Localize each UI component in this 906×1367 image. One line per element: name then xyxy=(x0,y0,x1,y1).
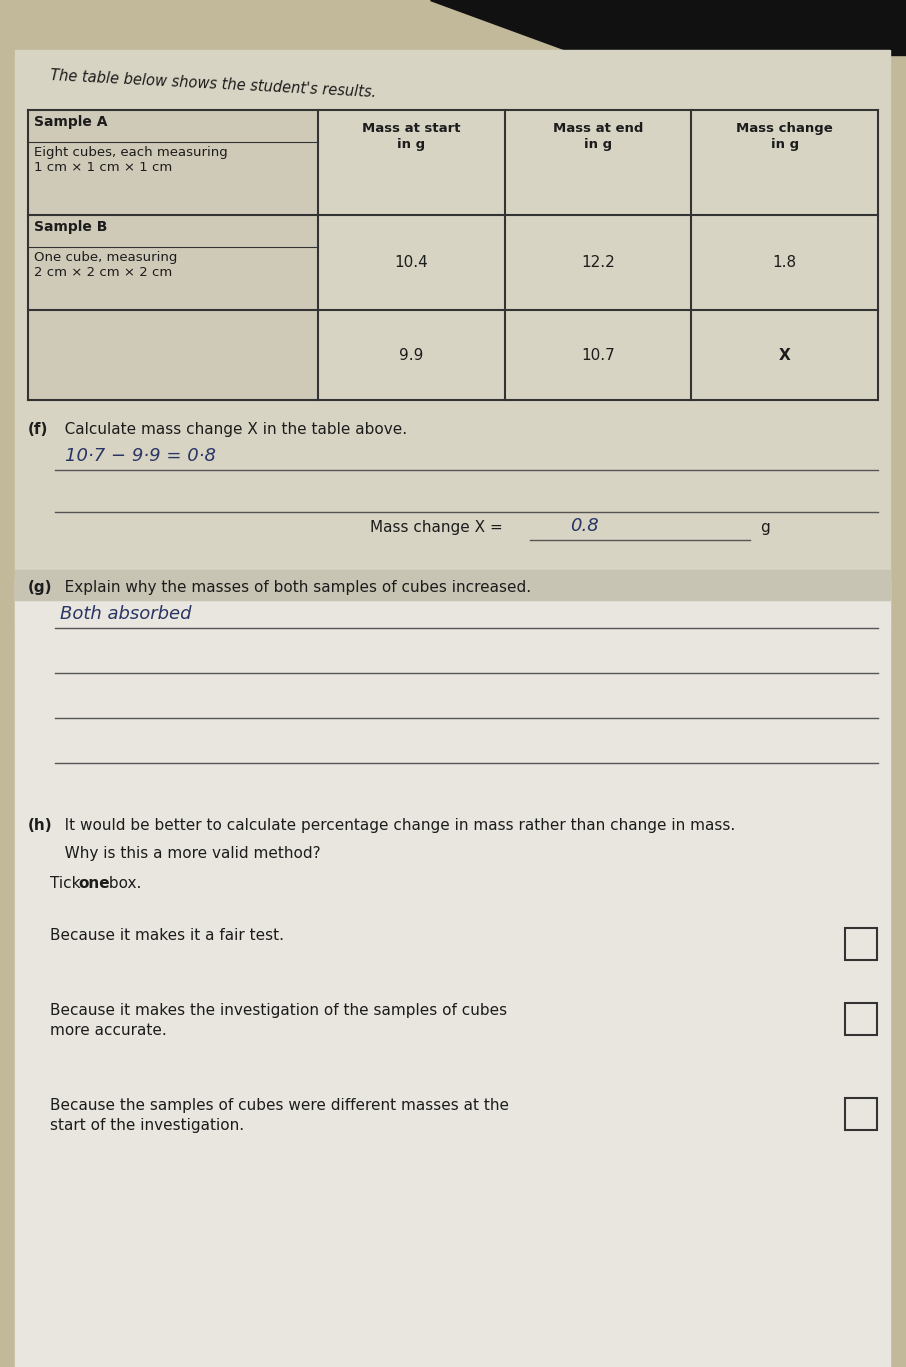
Text: (f): (f) xyxy=(28,422,48,437)
Text: Why is this a more valid method?: Why is this a more valid method? xyxy=(50,846,321,861)
Text: 1.8: 1.8 xyxy=(773,256,796,271)
Text: 10.7: 10.7 xyxy=(581,347,615,362)
Text: It would be better to calculate percentage change in mass rather than change in : It would be better to calculate percenta… xyxy=(50,817,736,833)
Text: Explain why the masses of both samples of cubes increased.: Explain why the masses of both samples o… xyxy=(50,580,531,595)
Text: The table below shows the student's results.: The table below shows the student's resu… xyxy=(50,68,377,100)
Text: Because it makes the investigation of the samples of cubes: Because it makes the investigation of th… xyxy=(50,1003,507,1018)
Bar xyxy=(845,1098,877,1131)
Text: box.: box. xyxy=(104,876,141,891)
Bar xyxy=(28,109,318,401)
Text: Tick: Tick xyxy=(50,876,85,891)
Text: in g: in g xyxy=(771,138,799,150)
Bar xyxy=(15,570,890,600)
Text: Mass at end: Mass at end xyxy=(553,122,643,135)
Text: one: one xyxy=(78,876,110,891)
Text: One cube, measuring
2 cm × 2 cm × 2 cm: One cube, measuring 2 cm × 2 cm × 2 cm xyxy=(34,252,178,279)
Text: Calculate mass change X in the table above.: Calculate mass change X in the table abo… xyxy=(50,422,407,437)
Text: Mass change X =: Mass change X = xyxy=(370,519,507,534)
Text: (g): (g) xyxy=(28,580,53,595)
Text: Both absorbed: Both absorbed xyxy=(60,606,191,623)
Bar xyxy=(15,580,890,1367)
Text: in g: in g xyxy=(584,138,612,150)
Bar xyxy=(845,1003,877,1035)
Bar xyxy=(318,109,878,401)
Text: Because it makes it a fair test.: Because it makes it a fair test. xyxy=(50,928,284,943)
Text: (h): (h) xyxy=(28,817,53,833)
Text: Sample A: Sample A xyxy=(34,115,108,128)
Text: 0.8: 0.8 xyxy=(570,517,599,534)
Bar xyxy=(15,51,890,630)
Text: more accurate.: more accurate. xyxy=(50,1023,167,1038)
Bar xyxy=(0,0,906,130)
Text: X: X xyxy=(779,347,791,362)
Text: g: g xyxy=(760,519,770,534)
Text: Sample B: Sample B xyxy=(34,220,108,234)
Text: Because the samples of cubes were different masses at the: Because the samples of cubes were differ… xyxy=(50,1098,509,1113)
Polygon shape xyxy=(430,0,906,55)
Text: start of the investigation.: start of the investigation. xyxy=(50,1118,244,1133)
Text: Eight cubes, each measuring
1 cm × 1 cm × 1 cm: Eight cubes, each measuring 1 cm × 1 cm … xyxy=(34,146,227,174)
Bar xyxy=(845,928,877,960)
Text: 9.9: 9.9 xyxy=(400,347,423,362)
Text: in g: in g xyxy=(397,138,426,150)
Text: Mass at start: Mass at start xyxy=(362,122,460,135)
Text: 10·7 − 9·9 = 0·8: 10·7 − 9·9 = 0·8 xyxy=(65,447,216,465)
Text: Mass change: Mass change xyxy=(737,122,833,135)
Text: 10.4: 10.4 xyxy=(394,256,429,271)
Text: 12.2: 12.2 xyxy=(581,256,615,271)
